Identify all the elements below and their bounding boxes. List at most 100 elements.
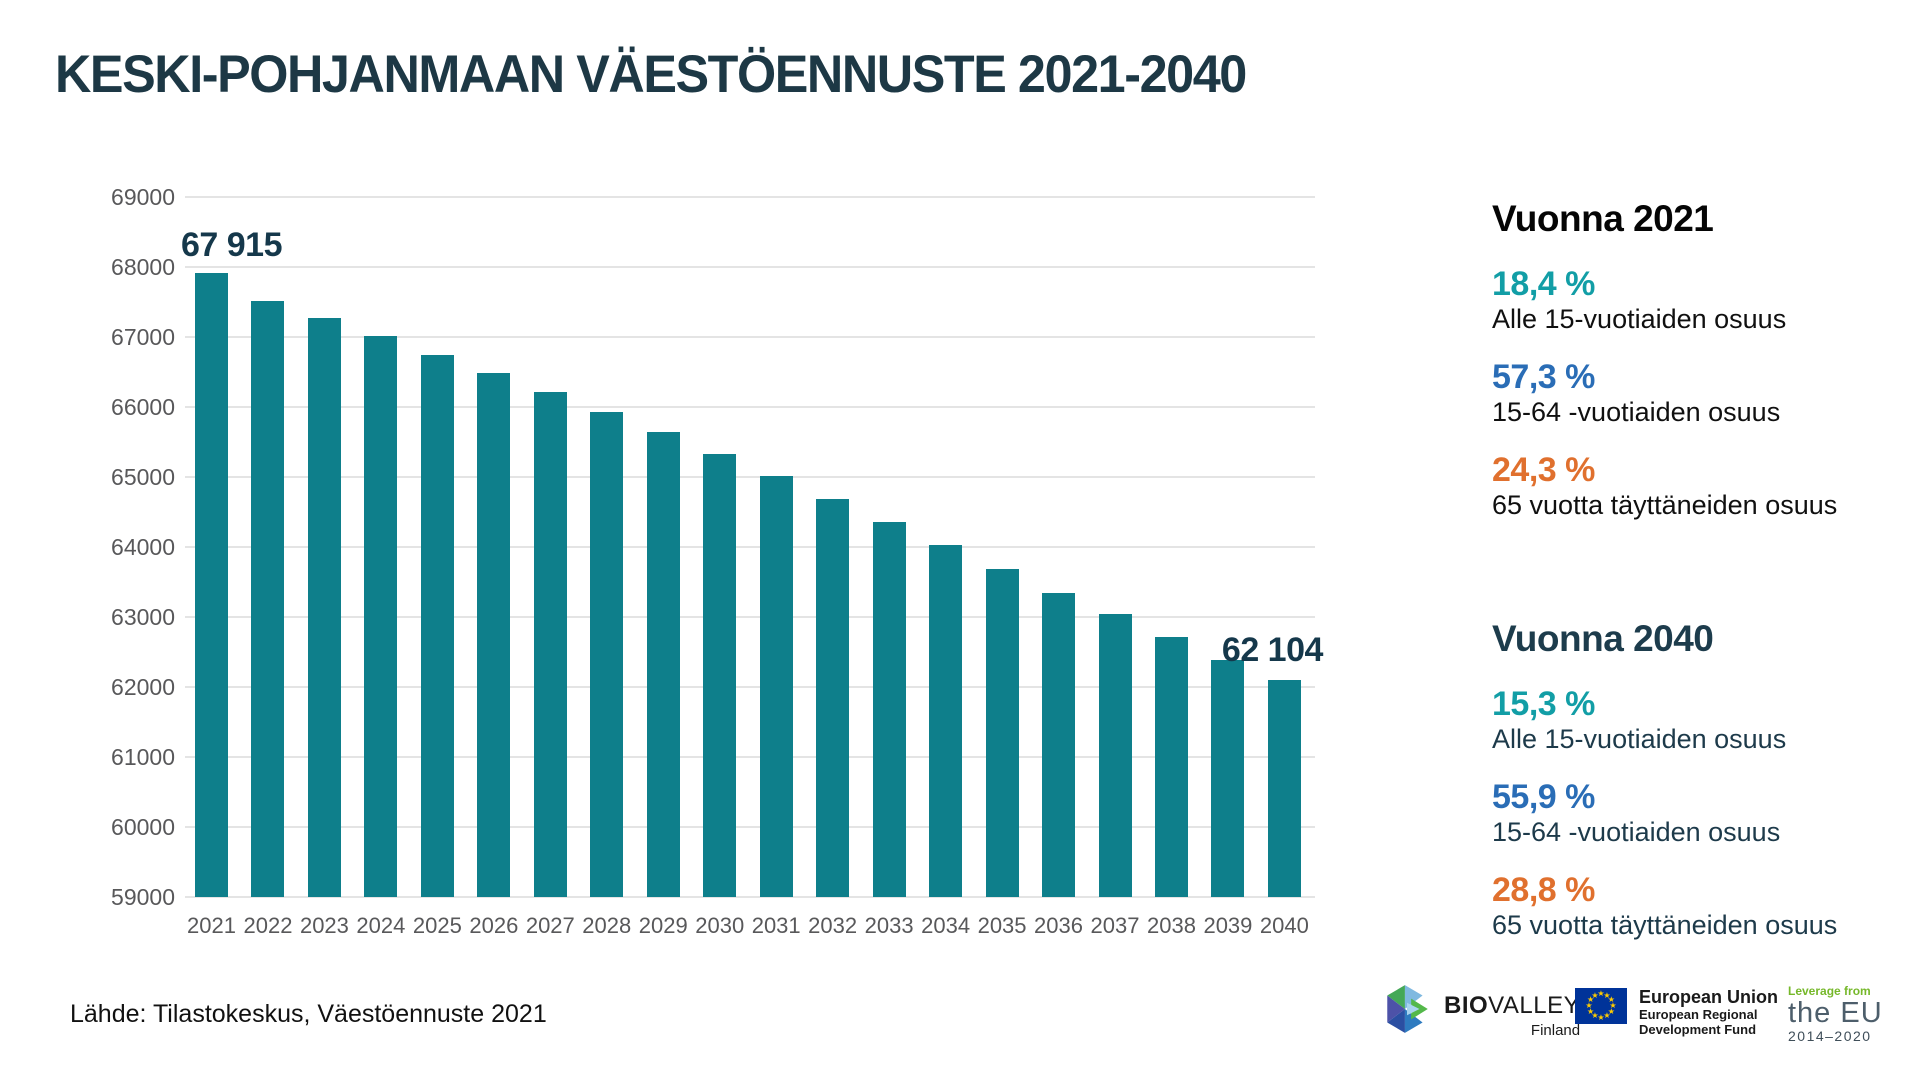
eu-subtitle-line1: European Regional bbox=[1639, 1006, 1758, 1022]
gridline bbox=[185, 476, 1315, 478]
eu-star-icon: ★ bbox=[1591, 990, 1599, 1000]
x-tick-label: 2027 bbox=[525, 913, 575, 938]
stat-group: 55,9 % 15-64 -vuotiaiden osuus bbox=[1492, 779, 1902, 848]
eu-star-icon: ★ bbox=[1587, 1007, 1595, 1016]
stat-label: 15-64 -vuotiaiden osuus bbox=[1492, 396, 1781, 427]
biovalley-logo: BIOVALLEY Finland bbox=[1380, 982, 1580, 1041]
panel-heading-2040: Vuonna 2040 bbox=[1492, 618, 1714, 659]
bar-2025: 2025 bbox=[413, 354, 462, 938]
leverage-from-label: Leverage from bbox=[1788, 984, 1871, 998]
y-tick-label: 61000 bbox=[111, 744, 175, 770]
biovalley-finland-label: Finland bbox=[1530, 1022, 1581, 1039]
stat-label: 65 vuotta täyttäneiden osuus bbox=[1492, 909, 1838, 940]
gridline bbox=[185, 196, 1315, 198]
eu-star-icon: ★ bbox=[1609, 1001, 1617, 1010]
leverage-eu-logo: Leverage from the EU 2014–2020 bbox=[1788, 984, 1883, 1044]
stat-label: Alle 15-vuotiaiden osuus bbox=[1492, 303, 1787, 334]
y-tick-label: 62000 bbox=[111, 674, 175, 700]
bar-value-label: 67 915 bbox=[181, 225, 283, 264]
biovalley-wordmark: BIOVALLEY Finland bbox=[1444, 982, 1580, 1041]
stat-value: 18,4 % bbox=[1492, 265, 1595, 303]
x-tick-label: 2031 bbox=[751, 913, 801, 938]
bar-2028: 2028 bbox=[582, 411, 631, 938]
stat-label: 65 vuotta täyttäneiden osuus bbox=[1492, 489, 1838, 520]
biovalley-light: VALLEY bbox=[1488, 992, 1581, 1019]
bar-2021: 2021 67 915 bbox=[181, 226, 283, 938]
bar-2031: 2031 bbox=[752, 475, 801, 938]
gridline bbox=[185, 896, 1315, 898]
gridline bbox=[185, 266, 1315, 268]
x-tick-label: 2039 bbox=[1203, 913, 1253, 938]
bar-2034: 2034 bbox=[921, 544, 970, 938]
stats-list-2040: 15,3 % Alle 15-vuotiaiden osuus 55,9 % 15-6… bbox=[1492, 686, 1902, 941]
x-tick-label: 2026 bbox=[469, 913, 519, 938]
y-tick-label: 65000 bbox=[111, 464, 175, 490]
eu-flag-icon: ★ ★ ★ ★ ★ ★ ★ ★ ★ ★ ★ ★ bbox=[1575, 988, 1627, 1024]
gridline bbox=[185, 756, 1315, 758]
source-note: Lähde: Tilastokeskus, Väestöennuste 2021 bbox=[70, 1000, 547, 1028]
eu-star-icon: ★ bbox=[1585, 1001, 1593, 1010]
x-tick-label: 2030 bbox=[695, 913, 745, 938]
stat-group: 15,3 % Alle 15-vuotiaiden osuus bbox=[1492, 686, 1902, 755]
eu-title: European Union bbox=[1639, 987, 1778, 1007]
eu-star-icon: ★ bbox=[1597, 1013, 1605, 1022]
y-tick-label: 63000 bbox=[111, 604, 175, 630]
stat-label: 15-64 -vuotiaiden osuus bbox=[1492, 816, 1781, 847]
page-title: KESKI-POHJANMAAN VÄESTÖENNUSTE 2021-2040 bbox=[55, 45, 1247, 104]
stat-value: 57,3 % bbox=[1492, 358, 1595, 397]
x-tick-label: 2040 bbox=[1259, 913, 1309, 938]
x-tick-label: 2034 bbox=[921, 913, 971, 938]
y-tick-label: 60000 bbox=[111, 814, 175, 840]
gridline bbox=[185, 336, 1315, 338]
eu-star-icon: ★ bbox=[1603, 1011, 1611, 1021]
y-tick-label: 68000 bbox=[111, 254, 175, 280]
bar-2038: 2038 bbox=[1147, 636, 1196, 938]
biovalley-bold: BIO bbox=[1444, 992, 1489, 1019]
gridline bbox=[185, 546, 1315, 548]
biovalley-mark-icon bbox=[1380, 982, 1434, 1041]
stat-value: 28,8 % bbox=[1492, 871, 1595, 910]
x-tick-label: 2029 bbox=[638, 913, 688, 938]
y-tick-label: 59000 bbox=[111, 884, 175, 910]
x-tick-label: 2038 bbox=[1146, 913, 1196, 938]
bar-2022: 2022 bbox=[243, 300, 292, 938]
y-tick-label: 64000 bbox=[111, 534, 175, 560]
bar-2040: 2040 62 104 bbox=[1222, 631, 1324, 938]
bar-series: 2021 67 915 2022 2023 2024 2025 2026 2027 2028 20… bbox=[181, 197, 1324, 938]
x-tick-label: 2032 bbox=[808, 913, 858, 938]
gridline bbox=[185, 826, 1315, 828]
y-tick-label: 67000 bbox=[111, 324, 175, 350]
y-tick-label: 69000 bbox=[111, 184, 175, 210]
eu-star-icon: ★ bbox=[1597, 989, 1605, 998]
bar-2024: 2024 bbox=[356, 335, 405, 938]
x-tick-label: 2025 bbox=[412, 913, 462, 938]
bar-2029: 2029 bbox=[639, 432, 688, 938]
x-tick-label: 2021 bbox=[187, 913, 236, 938]
x-tick-label: 2024 bbox=[356, 913, 406, 938]
panel-heading-2021: Vuonna 2021 bbox=[1492, 198, 1714, 239]
x-tick-label: 2037 bbox=[1090, 913, 1140, 938]
x-tick-label: 2036 bbox=[1034, 913, 1084, 938]
stats-panel-2040: Vuonna 2040 15,3 % Alle 15-vuotiaiden osu… bbox=[1492, 618, 1902, 966]
bar-2035: 2035 bbox=[978, 568, 1027, 938]
stat-label: Alle 15-vuotiaiden osuus bbox=[1492, 723, 1787, 754]
x-tick-label: 2023 bbox=[299, 913, 349, 938]
bar-value-label: 62 104 bbox=[1221, 630, 1324, 669]
gridline bbox=[185, 686, 1315, 688]
bar-2030: 2030 bbox=[695, 453, 744, 938]
stat-group: 18,4 % Alle 15-vuotiaiden osuus bbox=[1492, 265, 1902, 335]
x-tick-label: 2022 bbox=[243, 913, 293, 938]
gridline bbox=[185, 616, 1315, 618]
stat-value: 24,3 % bbox=[1492, 451, 1595, 490]
bar-2023: 2023 bbox=[300, 318, 349, 938]
y-tick-label: 66000 bbox=[111, 394, 175, 420]
bar-2032: 2032 bbox=[808, 498, 857, 938]
eu-logo: ★ ★ ★ ★ ★ ★ ★ ★ ★ ★ ★ ★ European Union European Reg… bbox=[1575, 987, 1778, 1038]
bar-2027: 2027 bbox=[526, 392, 575, 938]
x-tick-label: 2033 bbox=[864, 913, 914, 938]
eu-star-icon: ★ bbox=[1607, 1007, 1615, 1016]
bar-2026: 2026 bbox=[469, 373, 518, 938]
bar-2036: 2036 bbox=[1034, 592, 1083, 938]
x-tick-label: 2028 bbox=[582, 913, 632, 938]
eu-star-icon: ★ bbox=[1607, 995, 1615, 1004]
